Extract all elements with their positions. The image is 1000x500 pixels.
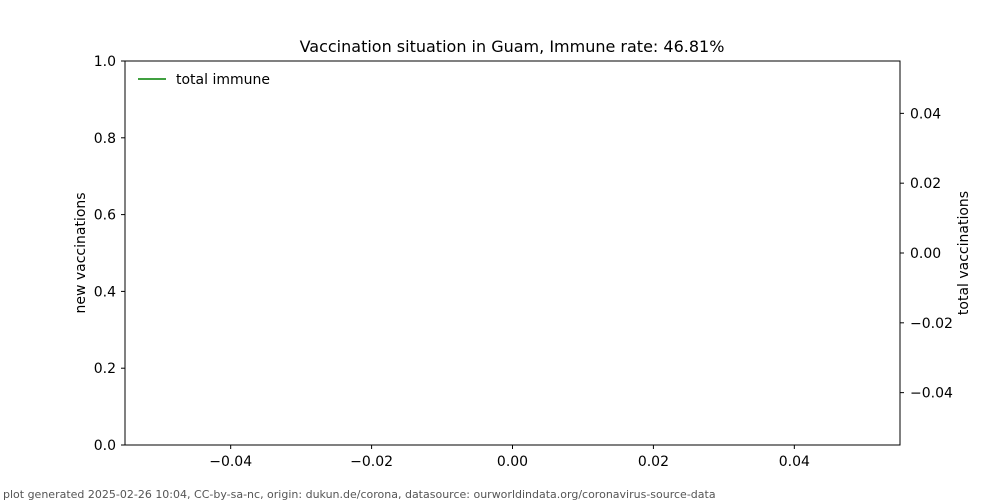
x-tick-label: −0.02 bbox=[350, 454, 393, 470]
right-y-tick-label: −0.04 bbox=[910, 386, 953, 402]
right-y-tick-label: 0.04 bbox=[910, 106, 941, 122]
x-tick-label: 0.04 bbox=[779, 454, 810, 470]
right-y-tick-label: 0.02 bbox=[910, 176, 941, 192]
x-tick-label: −0.04 bbox=[209, 454, 252, 470]
left-y-axis-ticks: 0.0 0.2 0.4 0.6 0.8 1.0 bbox=[94, 54, 125, 454]
left-y-axis-title: new vaccinations bbox=[73, 192, 89, 313]
right-y-axis-title: total vaccinations bbox=[956, 191, 972, 315]
left-y-tick-label: 0.2 bbox=[94, 361, 116, 377]
legend-label-total-immune: total immune bbox=[176, 72, 270, 88]
legend: total immune bbox=[138, 72, 270, 88]
x-axis-ticks: −0.04 −0.02 0.00 0.02 0.04 bbox=[209, 445, 810, 470]
right-y-tick-label: −0.02 bbox=[910, 316, 953, 332]
x-tick-label: 0.00 bbox=[497, 454, 528, 470]
footer-credits: plot generated 2025-02-26 10:04, CC-by-s… bbox=[3, 488, 716, 500]
chart-title: Vaccination situation in Guam, Immune ra… bbox=[300, 37, 725, 56]
right-y-tick-label: 0.00 bbox=[910, 246, 941, 262]
right-y-axis-ticks: 0.04 0.02 0.00 −0.02 −0.04 bbox=[900, 106, 953, 402]
left-y-tick-label: 0.6 bbox=[94, 208, 116, 224]
x-tick-label: 0.02 bbox=[638, 454, 669, 470]
left-y-tick-label: 0.4 bbox=[94, 284, 116, 300]
left-y-tick-label: 0.8 bbox=[94, 131, 116, 147]
left-y-tick-label: 1.0 bbox=[94, 54, 116, 70]
left-y-tick-label: 0.0 bbox=[94, 438, 116, 454]
